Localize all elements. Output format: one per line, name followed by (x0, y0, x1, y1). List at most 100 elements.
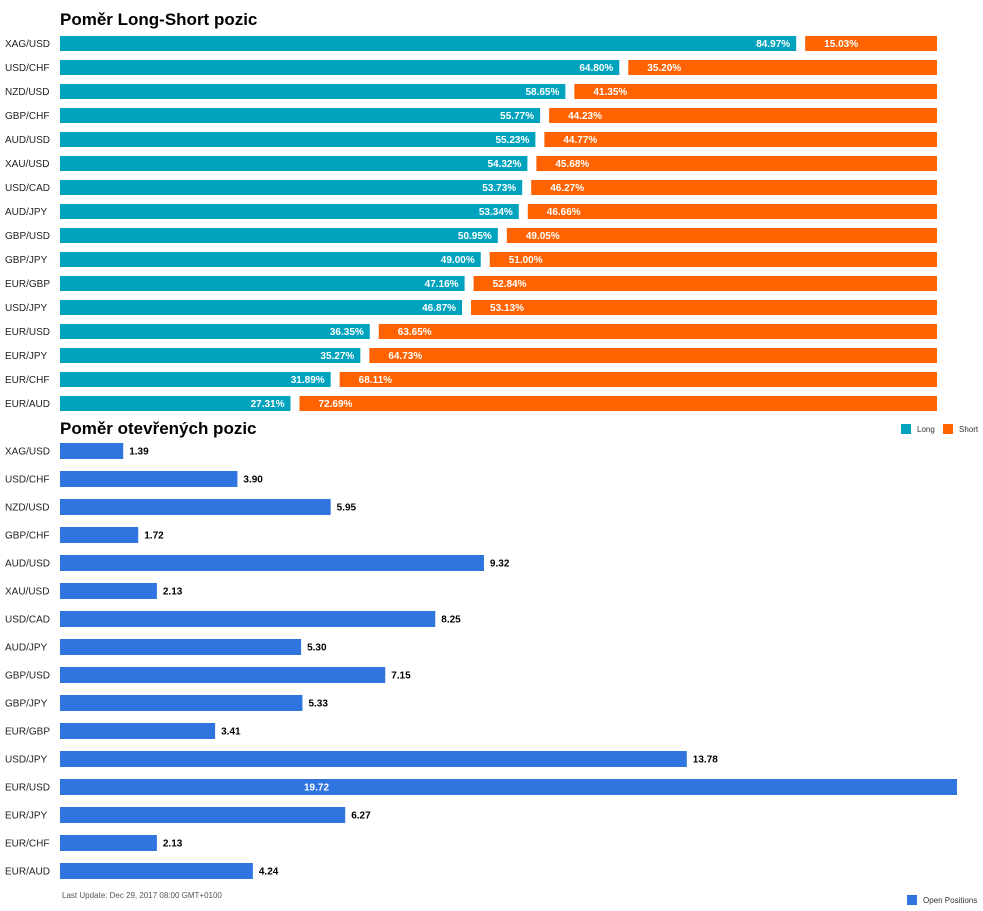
category-label-gbp-jpy: GBP/JPY (5, 699, 48, 710)
category-label-usd-cad: USD/CAD (5, 183, 50, 194)
category-label-gbp-chf: GBP/CHF (5, 111, 49, 122)
long-value-label-nzd-usd: 58.65% (525, 87, 559, 98)
long-bar-gbp-usd (60, 228, 498, 243)
open-positions-bar-aud-jpy (60, 639, 302, 655)
category-label-gbp-usd: GBP/USD (5, 231, 50, 242)
open-positions-bar-eur-aud (60, 863, 253, 879)
long-bar-usd-chf (60, 60, 620, 75)
legend-short-label: Short (959, 425, 979, 434)
legend-long-swatch (901, 424, 911, 434)
open-positions-title: Poměr otevřených pozic (60, 419, 257, 438)
category-label-gbp-chf: GBP/CHF (5, 531, 49, 542)
long-bar-usd-jpy (60, 300, 463, 315)
open-positions-bar-xau-usd (60, 583, 157, 599)
category-label-aud-jpy: AUD/JPY (5, 643, 48, 654)
long-bar-nzd-usd (60, 84, 566, 99)
category-label-xag-usd: XAG/USD (5, 447, 50, 458)
long-short-title: Poměr Long-Short pozic (60, 10, 257, 29)
category-label-eur-jpy: EUR/JPY (5, 811, 48, 822)
short-value-label-nzd-usd: 41.35% (593, 87, 627, 98)
short-value-label-eur-gbp: 52.84% (493, 279, 527, 290)
open-positions-value-label-xau-usd: 2.13 (163, 587, 183, 598)
long-bar-aud-jpy (60, 204, 519, 219)
long-value-label-gbp-chf: 55.77% (500, 111, 534, 122)
category-label-eur-gbp: EUR/GBP (5, 279, 50, 290)
long-value-label-usd-jpy: 46.87% (422, 303, 456, 314)
short-value-label-usd-jpy: 53.13% (490, 303, 524, 314)
short-bar-eur-chf (339, 372, 937, 387)
open-positions-value-label-gbp-jpy: 5.33 (308, 699, 328, 710)
open-positions-bar-aud-usd (60, 555, 484, 571)
short-bar-gbp-usd (506, 228, 937, 243)
open-positions-bar-usd-chf (60, 471, 238, 487)
open-positions-bar-eur-usd (60, 779, 957, 795)
open-positions-bar-gbp-jpy (60, 695, 303, 711)
open-positions-bar-eur-gbp (60, 723, 216, 739)
long-value-label-eur-usd: 36.35% (330, 327, 364, 338)
short-value-label-xag-usd: 15.03% (824, 39, 858, 50)
category-label-xau-usd: XAU/USD (5, 159, 49, 170)
short-value-label-eur-jpy: 64.73% (388, 351, 422, 362)
long-value-label-eur-gbp: 47.16% (425, 279, 459, 290)
long-bar-eur-gbp (60, 276, 465, 291)
long-bar-aud-usd (60, 132, 536, 147)
category-label-eur-aud: EUR/AUD (5, 399, 50, 410)
short-value-label-gbp-chf: 44.23% (568, 111, 602, 122)
open-positions-bar-xag-usd (60, 443, 124, 459)
open-positions-chart: Poměr otevřených pozic XAG/USD 1.39 USD/CH… (5, 419, 977, 905)
open-positions-value-label-eur-usd: 19.72 (304, 783, 329, 794)
category-label-usd-jpy: USD/JPY (5, 303, 48, 314)
long-value-label-aud-jpy: 53.34% (479, 207, 513, 218)
short-bar-usd-chf (628, 60, 937, 75)
category-label-nzd-usd: NZD/USD (5, 503, 49, 514)
open-positions-value-label-gbp-chf: 1.72 (144, 531, 164, 542)
legend-open-positions-label: Open Positions (923, 896, 977, 905)
category-label-eur-usd: EUR/USD (5, 783, 50, 794)
open-positions-value-label-nzd-usd: 5.95 (337, 503, 357, 514)
legend-open-positions-swatch (907, 895, 917, 905)
open-positions-value-label-aud-jpy: 5.30 (307, 643, 327, 654)
category-label-eur-chf: EUR/CHF (5, 375, 49, 386)
short-value-label-usd-cad: 46.27% (550, 183, 584, 194)
short-bar-eur-usd (378, 324, 937, 339)
long-value-label-xau-usd: 54.32% (487, 159, 521, 170)
short-value-label-eur-aud: 72.69% (319, 399, 353, 410)
long-short-legend: Long Short (901, 424, 979, 434)
open-positions-value-label-gbp-usd: 7.15 (391, 671, 411, 682)
open-positions-value-label-eur-aud: 4.24 (259, 867, 279, 878)
open-positions-bar-eur-jpy (60, 807, 346, 823)
open-positions-value-label-usd-chf: 3.90 (243, 475, 263, 486)
long-value-label-usd-cad: 53.73% (482, 183, 516, 194)
long-value-label-aud-usd: 55.23% (495, 135, 529, 146)
open-positions-bar-nzd-usd (60, 499, 331, 515)
open-positions-value-label-xag-usd: 1.39 (129, 447, 149, 458)
short-bar-xau-usd (536, 156, 937, 171)
short-value-label-gbp-jpy: 51.00% (509, 255, 543, 266)
long-value-label-gbp-usd: 50.95% (458, 231, 492, 242)
long-value-label-usd-chf: 64.80% (579, 63, 613, 74)
short-value-label-xau-usd: 45.68% (555, 159, 589, 170)
legend-long-label: Long (917, 425, 935, 434)
long-bar-gbp-jpy (60, 252, 481, 267)
open-positions-value-label-usd-cad: 8.25 (441, 615, 461, 626)
open-positions-bar-gbp-usd (60, 667, 386, 683)
long-value-label-eur-aud: 27.31% (251, 399, 285, 410)
category-label-xag-usd: XAG/USD (5, 39, 50, 50)
category-label-usd-chf: USD/CHF (5, 475, 49, 486)
long-short-chart: Poměr Long-Short pozic XAG/USD 84.97% 15.0… (5, 10, 979, 434)
legend-short-swatch (943, 424, 953, 434)
long-bar-eur-jpy (60, 348, 361, 363)
open-positions-bar-eur-chf (60, 835, 157, 851)
category-label-xau-usd: XAU/USD (5, 587, 49, 598)
category-label-aud-usd: AUD/USD (5, 135, 50, 146)
short-bar-usd-jpy (471, 300, 937, 315)
short-value-label-eur-usd: 63.65% (398, 327, 432, 338)
category-label-nzd-usd: NZD/USD (5, 87, 49, 98)
short-value-label-gbp-usd: 49.05% (526, 231, 560, 242)
category-label-usd-cad: USD/CAD (5, 615, 50, 626)
open-positions-bars: XAG/USD 1.39 USD/CHF 3.90 NZD/USD 5.95 GBP/CHF… (5, 443, 957, 879)
category-label-aud-usd: AUD/USD (5, 559, 50, 570)
long-bar-usd-cad (60, 180, 523, 195)
open-positions-bar-usd-cad (60, 611, 436, 627)
